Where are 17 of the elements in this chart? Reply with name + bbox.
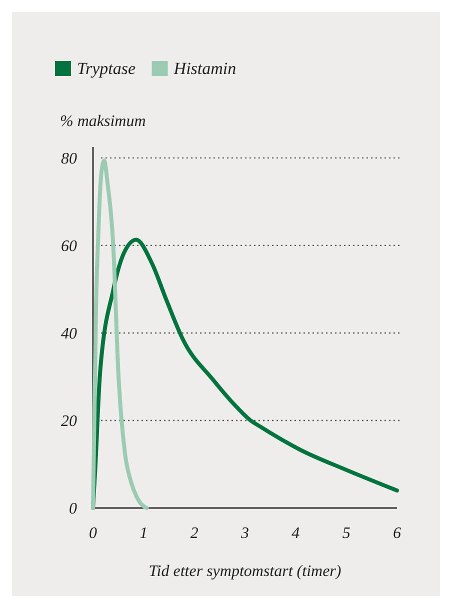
y-tick-label: 20 <box>61 413 77 430</box>
x-axis-title: Tid etter symptomstart (timer) <box>148 563 342 580</box>
x-tick-label: 2 <box>190 525 198 542</box>
x-tick-label: 1 <box>140 525 148 542</box>
y-tick-label: 40 <box>61 326 77 343</box>
legend-label: Tryptase <box>77 59 136 78</box>
x-tick-label: 4 <box>292 525 300 542</box>
y-tick-label: 0 <box>69 500 77 518</box>
x-tick-label: 0 <box>89 525 97 542</box>
y-axis-title: % maksimum <box>60 113 146 130</box>
y-tick-label: 80 <box>61 150 77 168</box>
x-tick-label: 3 <box>240 525 249 542</box>
legend-label: Histamin <box>172 59 236 78</box>
x-tick-label: 6 <box>393 525 401 542</box>
line-series <box>91 158 149 510</box>
y-tick-label: 60 <box>61 238 77 256</box>
x-tick-label: 5 <box>342 525 350 542</box>
